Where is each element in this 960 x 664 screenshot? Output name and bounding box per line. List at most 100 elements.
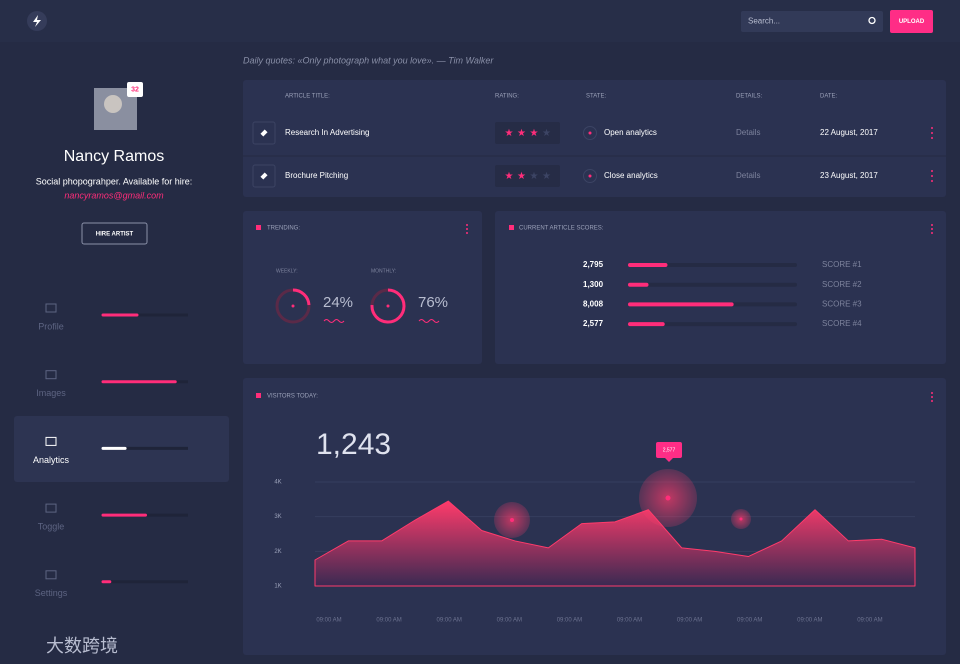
- article-title: Research In Advertising: [285, 128, 370, 137]
- watermark: 大数跨境: [46, 636, 118, 656]
- rating-star: ★: [517, 171, 526, 182]
- trend-value: 76%: [418, 294, 448, 311]
- score-name: SCORE #2: [822, 280, 862, 289]
- rating-star: ★: [530, 128, 539, 139]
- hire-label: HIRE ARTIST: [96, 232, 134, 238]
- edit-button[interactable]: [252, 164, 276, 188]
- state-dot: [588, 174, 592, 178]
- visitors-total: 1,243: [316, 428, 391, 461]
- nav-icon[interactable]: [45, 503, 57, 513]
- rating-star: ★: [505, 128, 514, 139]
- y-tick-label: 1K: [274, 584, 281, 590]
- x-tick-label: 09:00 AM: [617, 618, 642, 624]
- trend-value: 24%: [323, 294, 353, 311]
- nav-icon[interactable]: [45, 303, 57, 313]
- tooltip-arrow: [665, 458, 673, 462]
- row-menu[interactable]: [931, 170, 933, 172]
- nav-label: Settings: [35, 588, 68, 598]
- nav-label: Images: [36, 388, 66, 398]
- trend-wave: [418, 319, 440, 323]
- row-menu[interactable]: [931, 175, 933, 177]
- rating-star: ★: [505, 171, 514, 182]
- rating-star: ★: [517, 128, 526, 139]
- profile-email: nancyramos@gmail.com: [64, 190, 164, 200]
- date: 22 August, 2017: [820, 128, 878, 137]
- score-value: 8,008: [583, 300, 604, 309]
- panel-menu[interactable]: [931, 232, 933, 234]
- table-header: DATE:: [820, 94, 838, 100]
- visitors-title: VISITORS TODAY:: [267, 394, 318, 400]
- hire-button[interactable]: [81, 222, 148, 245]
- row-menu[interactable]: [931, 137, 933, 139]
- rating-star: ★: [530, 171, 539, 182]
- table-header: DETAILS:: [736, 94, 763, 100]
- panel-menu[interactable]: [466, 232, 468, 234]
- edit-icon: [260, 129, 268, 137]
- score-value: 2,795: [583, 260, 604, 269]
- panel-marker: [256, 393, 261, 398]
- rating-box: [495, 122, 560, 144]
- donut-arc: [292, 288, 311, 306]
- x-tick-label: 09:00 AM: [316, 618, 341, 624]
- rating-star: ★: [542, 171, 551, 182]
- rating-star: ★: [542, 128, 551, 139]
- table-header: ARTICLE TITLE:: [285, 94, 330, 100]
- scores-title: CURRENT ARTICLE SCORES:: [519, 226, 604, 232]
- state-dot: [588, 131, 592, 135]
- nav-label: Analytics: [33, 455, 70, 465]
- row-menu[interactable]: [931, 180, 933, 182]
- trending-title: TRENDING:: [267, 226, 300, 232]
- details: Details: [736, 128, 760, 137]
- state: Close analytics: [604, 171, 658, 180]
- highlight-dot: [739, 517, 743, 521]
- x-tick-label: 09:00 AM: [557, 618, 582, 624]
- panel-menu[interactable]: [931, 392, 933, 394]
- search-placeholder: Search...: [748, 17, 780, 26]
- date: 23 August, 2017: [820, 171, 878, 180]
- nav-label: Toggle: [38, 521, 65, 531]
- trend-label: WEEKLY:: [276, 268, 298, 274]
- score-name: SCORE #4: [822, 319, 862, 328]
- nav-label: Profile: [38, 321, 64, 331]
- upload-button[interactable]: [890, 10, 933, 33]
- search-icon: [868, 16, 876, 25]
- nav-icon[interactable]: [45, 570, 57, 580]
- panel-menu[interactable]: [931, 400, 933, 402]
- edit-button[interactable]: [252, 121, 276, 145]
- panel-marker: [256, 225, 261, 230]
- table-header: RATING:: [495, 94, 519, 100]
- y-tick-label: 4K: [274, 480, 281, 486]
- profile-name: Nancy Ramos: [64, 148, 164, 165]
- state: Open analytics: [604, 128, 657, 137]
- y-tick-label: 3K: [274, 514, 281, 520]
- trending-panel: [243, 211, 482, 364]
- trend-wave: [323, 319, 345, 323]
- panel-menu[interactable]: [931, 224, 933, 226]
- highlight-dot: [510, 518, 514, 522]
- x-tick-label: 09:00 AM: [857, 618, 882, 624]
- table-header: STATE:: [586, 94, 606, 100]
- nav-icon[interactable]: [45, 436, 57, 446]
- search-box[interactable]: [741, 11, 883, 32]
- avatar-face: [104, 95, 122, 113]
- panel-menu[interactable]: [466, 224, 468, 226]
- tooltip-label: 2,577: [663, 447, 676, 453]
- row-menu[interactable]: [931, 132, 933, 134]
- x-tick-label: 09:00 AM: [437, 618, 462, 624]
- nav-icon[interactable]: [45, 370, 57, 380]
- row-menu[interactable]: [931, 127, 933, 129]
- article-title: Brochure Pitching: [285, 171, 348, 180]
- panel-menu[interactable]: [931, 396, 933, 398]
- highlight-dot: [665, 495, 671, 501]
- score-name: SCORE #3: [822, 300, 862, 309]
- x-tick-label: 09:00 AM: [497, 618, 522, 624]
- state-icon: [583, 126, 597, 140]
- panel-menu[interactable]: [466, 228, 468, 230]
- badge-count: 32: [131, 86, 139, 93]
- tooltip-box: [656, 442, 682, 458]
- y-tick-label: 2K: [274, 549, 281, 555]
- donut-arc: [370, 288, 406, 324]
- upload-label: UPLOAD: [899, 19, 925, 25]
- panel-menu[interactable]: [931, 228, 933, 230]
